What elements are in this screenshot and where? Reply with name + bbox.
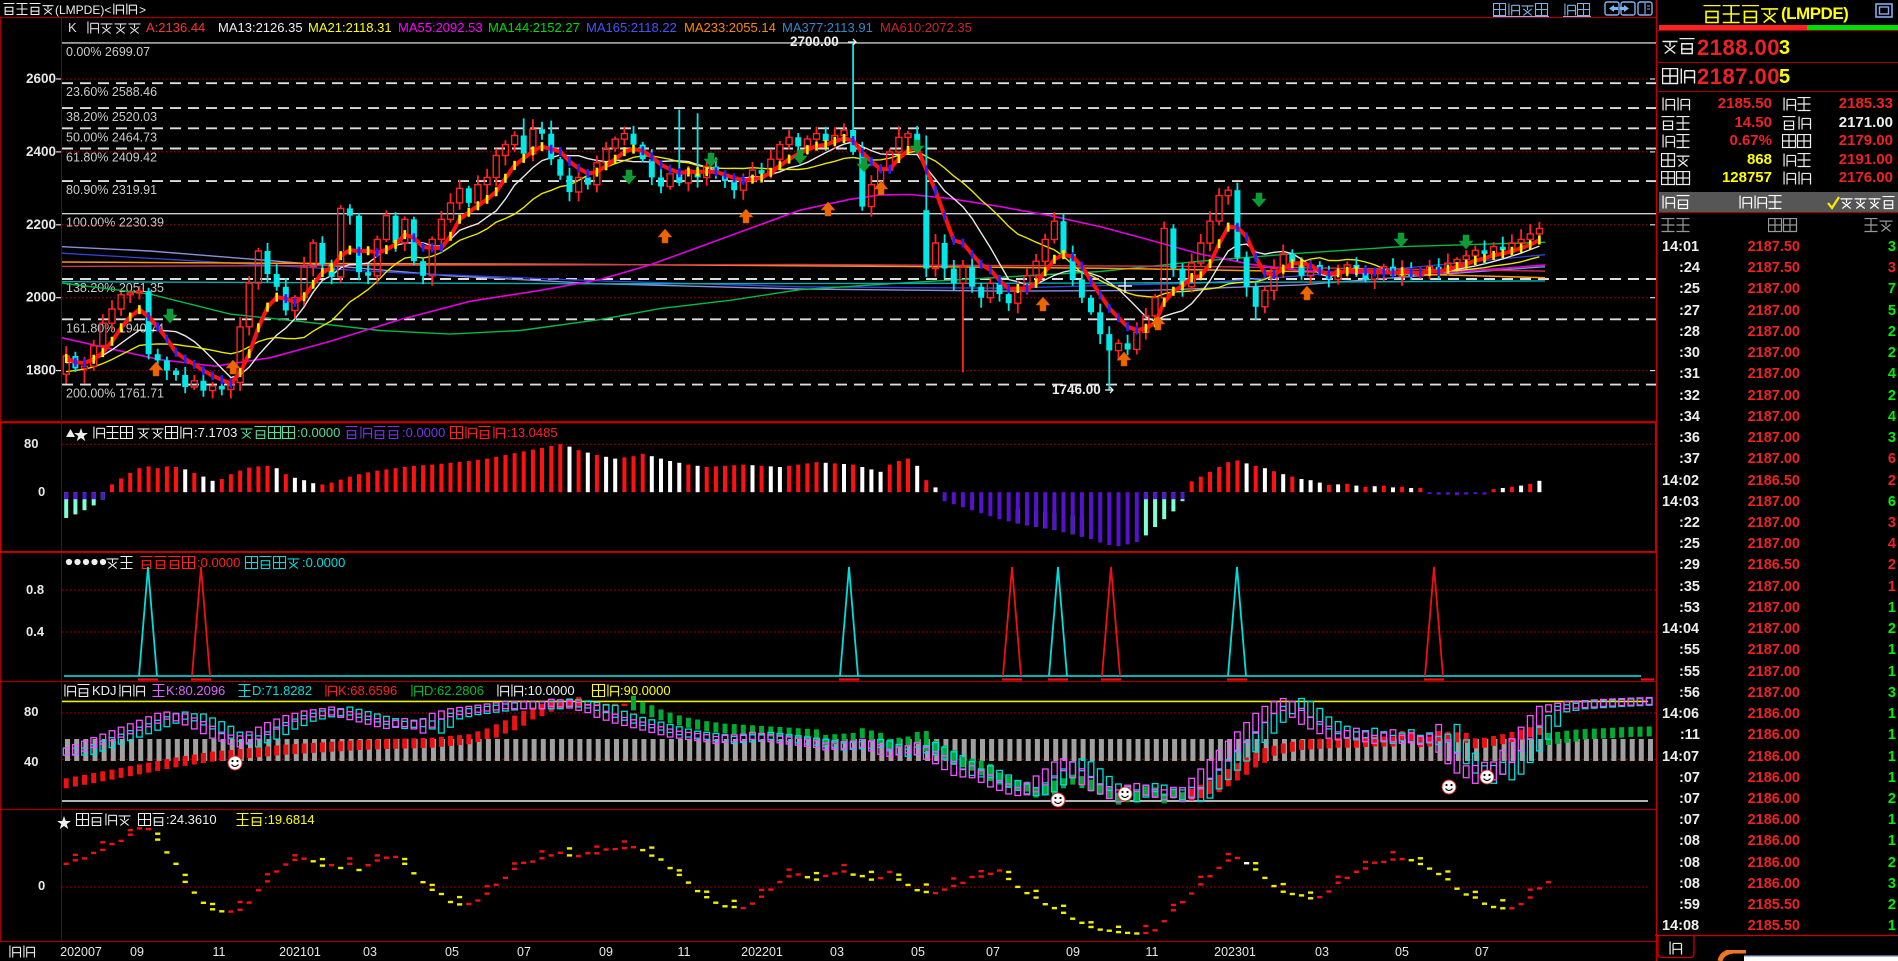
svg-text:D:62.2806: D:62.2806 bbox=[424, 683, 484, 698]
svg-text:80: 80 bbox=[24, 436, 38, 451]
svg-text:MA55:2092.53: MA55:2092.53 bbox=[398, 20, 483, 35]
svg-text:50.00% 2464.73: 50.00% 2464.73 bbox=[66, 130, 157, 144]
svg-text:07: 07 bbox=[986, 945, 1000, 959]
svg-text:11: 11 bbox=[678, 945, 691, 959]
svg-text:03: 03 bbox=[363, 945, 377, 959]
svg-text:MA610:2072.35: MA610:2072.35 bbox=[880, 20, 972, 35]
svg-text:09: 09 bbox=[130, 945, 144, 959]
svg-text::0.0000: :0.0000 bbox=[197, 555, 240, 570]
svg-text:1746.00: 1746.00 bbox=[1052, 382, 1101, 397]
svg-text:2600: 2600 bbox=[26, 71, 56, 86]
svg-text::19.6814: :19.6814 bbox=[264, 812, 315, 827]
svg-text:2700.00: 2700.00 bbox=[790, 34, 839, 49]
svg-text::13.0485: :13.0485 bbox=[507, 425, 558, 440]
svg-text:80: 80 bbox=[24, 704, 38, 719]
svg-text:05: 05 bbox=[1395, 945, 1409, 959]
svg-text:0.00% 2699.07: 0.00% 2699.07 bbox=[66, 45, 150, 59]
svg-text:09: 09 bbox=[599, 945, 613, 959]
svg-text:07: 07 bbox=[1475, 945, 1489, 959]
svg-text:MA144:2152.27: MA144:2152.27 bbox=[488, 20, 580, 35]
svg-text::90.0000: :90.0000 bbox=[620, 683, 671, 698]
svg-text:202101: 202101 bbox=[279, 945, 321, 959]
svg-text:MA13:2126.35: MA13:2126.35 bbox=[218, 20, 303, 35]
svg-text:1800: 1800 bbox=[26, 363, 56, 378]
svg-text:23.60% 2588.46: 23.60% 2588.46 bbox=[66, 85, 157, 99]
svg-text:0: 0 bbox=[38, 484, 45, 499]
svg-text:38.20% 2520.03: 38.20% 2520.03 bbox=[66, 110, 157, 124]
svg-text:D:71.8282: D:71.8282 bbox=[252, 683, 312, 698]
svg-text:80.90% 2319.91: 80.90% 2319.91 bbox=[66, 183, 157, 197]
svg-text:11: 11 bbox=[1146, 945, 1159, 959]
svg-text:A:2136.44: A:2136.44 bbox=[146, 20, 205, 35]
svg-text:KDJ: KDJ bbox=[92, 683, 117, 698]
svg-text:K:68.6596: K:68.6596 bbox=[338, 683, 397, 698]
svg-text:K:80.2096: K:80.2096 bbox=[166, 683, 225, 698]
svg-text::0.0000: :0.0000 bbox=[402, 425, 445, 440]
svg-text::24.3610: :24.3610 bbox=[166, 812, 217, 827]
svg-text:202301: 202301 bbox=[1214, 945, 1256, 959]
svg-text:MA21:2118.31: MA21:2118.31 bbox=[308, 20, 392, 35]
svg-text:03: 03 bbox=[1315, 945, 1329, 959]
svg-text:2400: 2400 bbox=[26, 144, 56, 159]
svg-text:09: 09 bbox=[1066, 945, 1080, 959]
svg-text::0.0000: :0.0000 bbox=[297, 425, 340, 440]
svg-text:MA377:2113.91: MA377:2113.91 bbox=[782, 20, 873, 35]
svg-text:07: 07 bbox=[517, 945, 531, 959]
svg-text:2200: 2200 bbox=[26, 217, 56, 232]
svg-text:202007: 202007 bbox=[60, 945, 102, 959]
svg-text:>: > bbox=[139, 3, 146, 17]
svg-text::10.0000: :10.0000 bbox=[524, 683, 575, 698]
svg-text:0.4: 0.4 bbox=[26, 624, 45, 639]
svg-text:61.80% 2409.42: 61.80% 2409.42 bbox=[66, 150, 157, 164]
svg-text:2000: 2000 bbox=[26, 290, 56, 305]
svg-text:05: 05 bbox=[911, 945, 925, 959]
svg-text:05: 05 bbox=[445, 945, 459, 959]
svg-text:(LMPDE)<: (LMPDE)< bbox=[55, 3, 111, 17]
svg-text:MA233:2055.14: MA233:2055.14 bbox=[684, 20, 776, 35]
svg-text:200.00% 1761.71: 200.00% 1761.71 bbox=[66, 387, 164, 401]
svg-text:0.8: 0.8 bbox=[26, 582, 44, 597]
svg-text:03: 03 bbox=[830, 945, 844, 959]
svg-text:100.00% 2230.39: 100.00% 2230.39 bbox=[66, 216, 164, 230]
svg-text:202201: 202201 bbox=[741, 945, 783, 959]
svg-text:0: 0 bbox=[38, 878, 45, 893]
svg-text:11: 11 bbox=[213, 945, 226, 959]
svg-text::7.1703: :7.1703 bbox=[194, 425, 237, 440]
svg-text:K: K bbox=[68, 20, 77, 35]
svg-text::0.0000: :0.0000 bbox=[302, 555, 345, 570]
svg-text:161.80% 1940.74: 161.80% 1940.74 bbox=[66, 321, 164, 335]
svg-text:MA165:2118.22: MA165:2118.22 bbox=[586, 20, 677, 35]
svg-text:40: 40 bbox=[24, 754, 38, 769]
